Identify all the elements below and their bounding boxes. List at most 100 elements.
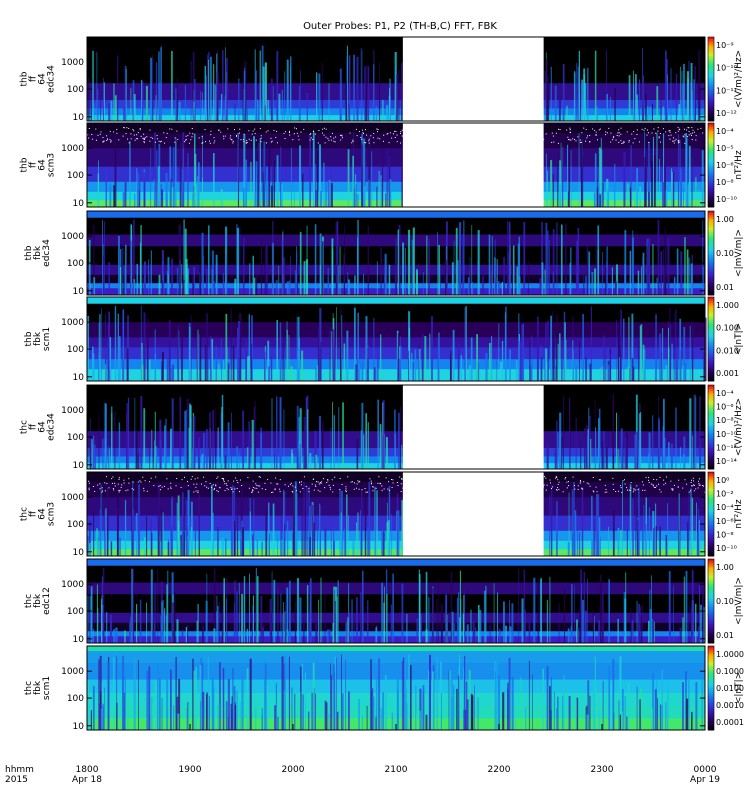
noise-pixel [236,488,238,490]
noise-pixel [389,132,391,134]
activity-streak [482,275,484,295]
activity-streak [232,345,235,381]
activity-streak [256,576,259,643]
noise-pixel [148,481,150,483]
activity-streak [587,68,589,121]
activity-streak [659,333,661,381]
activity-streak [283,409,285,469]
colorbar-step [708,584,714,587]
activity-streak [281,239,284,295]
activity-streak [178,101,181,121]
activity-streak [330,427,332,469]
activity-streak [304,510,306,556]
noise-pixel [88,137,90,139]
noise-pixel [543,476,545,478]
noise-pixel [324,142,326,144]
noise-pixel [205,481,207,483]
activity-streak [183,510,185,556]
activity-streak [353,54,355,121]
activity-streak [243,70,246,121]
activity-streak [679,66,681,121]
activity-streak [617,618,619,643]
activity-streak [618,357,620,381]
activity-streak [328,713,330,730]
activity-streak [648,141,650,207]
activity-streak [458,592,460,643]
spectral-band [87,297,705,305]
activity-streak [314,224,317,295]
colorbar-thc-fbk-edc12: 1.000.100.01<|mV/m|> [707,558,744,644]
activity-streak [683,576,685,643]
colorbar-step [708,322,714,325]
noise-pixel [656,485,658,487]
activity-streak [340,512,342,556]
activity-streak [221,338,223,381]
activity-streak [577,227,580,295]
activity-streak [573,71,576,121]
activity-streak [612,658,615,730]
noise-pixel [658,137,660,139]
activity-streak [569,397,570,469]
noise-pixel [230,487,232,489]
colorbar-tick-label: 1.0000 [716,650,744,659]
activity-streak [129,141,131,207]
activity-streak [126,348,129,381]
colorbar-tick-label: 10⁻⁶ [716,161,734,170]
activity-streak [294,601,296,643]
activity-streak [238,139,240,207]
colorbar-step [708,85,714,88]
noise-pixel [232,140,234,142]
spectral-band [87,303,705,323]
noise-pixel [237,133,239,135]
activity-streak [298,441,301,469]
colorbar-step [708,276,714,279]
noise-pixel [109,139,111,141]
noise-pixel [97,484,99,486]
activity-streak [171,51,173,121]
activity-streak [356,597,358,643]
noise-pixel [180,486,182,488]
activity-streak [375,665,378,730]
activity-streak [315,72,318,121]
activity-streak [582,313,584,381]
activity-streak [320,341,322,381]
activity-streak [694,66,696,121]
activity-streak [328,629,331,643]
noise-pixel [191,476,193,478]
y-tick-label: 100 [67,345,84,355]
colorbar-step [708,179,714,183]
activity-streak [633,366,635,381]
activity-streak [92,440,95,469]
activity-streak [670,443,673,469]
activity-streak [490,269,493,295]
colorbar-step [708,66,714,69]
noise-pixel [326,481,328,483]
activity-streak [211,677,214,730]
activity-streak [388,88,390,121]
activity-streak [150,57,153,121]
activity-streak [587,429,589,469]
noise-pixel [215,484,217,486]
activity-streak [568,147,570,207]
activity-streak [276,155,279,207]
activity-streak [284,655,286,730]
activity-streak [546,320,549,381]
colorbar-tick-label: 10⁻¹⁰ [716,544,737,553]
colorbar-step [708,615,714,619]
noise-pixel [376,128,378,130]
colorbar-step [708,219,714,222]
activity-streak [276,716,279,730]
activity-streak [163,608,166,643]
activity-streak [306,92,308,121]
y-axis-label-line: thc [24,594,34,608]
activity-streak [581,599,585,643]
activity-streak [686,71,690,121]
activity-streak [324,700,327,730]
colorbar-step [708,702,714,706]
activity-streak [327,267,329,295]
activity-streak [520,677,522,730]
activity-streak [660,251,663,295]
activity-streak [701,674,703,730]
activity-streak [494,239,496,295]
noise-pixel [401,478,403,480]
